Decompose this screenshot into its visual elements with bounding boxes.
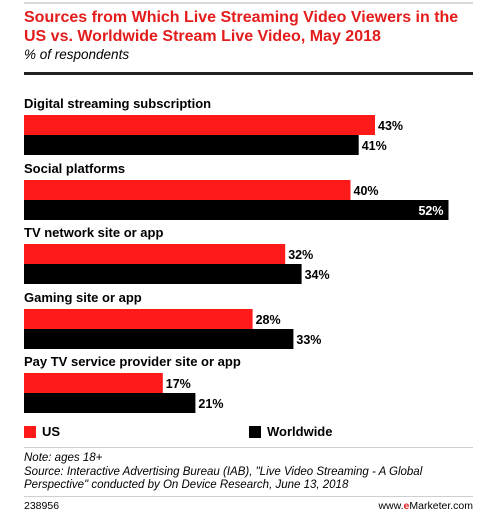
bar-worldwide bbox=[24, 264, 302, 284]
legend-label-worldwide: Worldwide bbox=[267, 424, 333, 439]
data-label: 32% bbox=[288, 248, 313, 262]
bar-us bbox=[24, 373, 163, 393]
footer-rule bbox=[24, 496, 473, 497]
data-label: 41% bbox=[362, 139, 387, 153]
data-label: 33% bbox=[296, 333, 321, 347]
legend-swatch-us bbox=[24, 425, 36, 438]
note-text: Note: ages 18+ bbox=[24, 452, 103, 464]
data-label: 34% bbox=[305, 268, 330, 282]
bar-worldwide bbox=[24, 329, 294, 349]
bar-us bbox=[24, 244, 286, 264]
top-rule bbox=[24, 2, 473, 4]
legend-swatch-worldwide bbox=[249, 425, 261, 438]
data-label: 43% bbox=[378, 119, 403, 133]
footer-site: www.eMarketer.com bbox=[378, 500, 473, 512]
footer-site-brand: e bbox=[403, 500, 410, 512]
legend-item-us: US bbox=[24, 424, 60, 439]
footer-site-rest: Marketer.com bbox=[409, 500, 473, 512]
bar-us bbox=[24, 309, 253, 329]
bar-us bbox=[24, 180, 351, 200]
bar-worldwide bbox=[24, 200, 449, 220]
data-label: 28% bbox=[256, 313, 281, 327]
header-rule bbox=[24, 72, 473, 75]
bar-worldwide bbox=[24, 135, 359, 155]
category-label: TV network site or app bbox=[24, 225, 163, 240]
data-label: 21% bbox=[198, 397, 223, 411]
chart-title: Sources from Which Live Streaming Video … bbox=[24, 9, 459, 45]
bar-chart: Digital streaming subscription 43% 41% Soci… bbox=[24, 96, 449, 413]
bar-us bbox=[24, 115, 375, 135]
category-label: Social platforms bbox=[24, 161, 125, 176]
data-label: 52% bbox=[418, 204, 443, 218]
data-label: 40% bbox=[354, 184, 379, 198]
footer-site-prefix: www. bbox=[378, 500, 404, 512]
source-text: Source: Interactive Advertising Bureau (… bbox=[24, 466, 423, 491]
category-label: Gaming site or app bbox=[24, 290, 142, 305]
category-label: Digital streaming subscription bbox=[24, 96, 211, 111]
footer-chart-id: 238956 bbox=[24, 500, 60, 512]
bar-worldwide bbox=[24, 393, 196, 413]
legend-item-worldwide: Worldwide bbox=[249, 424, 332, 439]
chart-subtitle: % of respondents bbox=[24, 47, 130, 62]
category-label: Pay TV service provider site or app bbox=[24, 354, 241, 369]
legend-label-us: US bbox=[42, 424, 61, 439]
data-label: 17% bbox=[166, 377, 191, 391]
legend-rule bbox=[24, 447, 473, 448]
